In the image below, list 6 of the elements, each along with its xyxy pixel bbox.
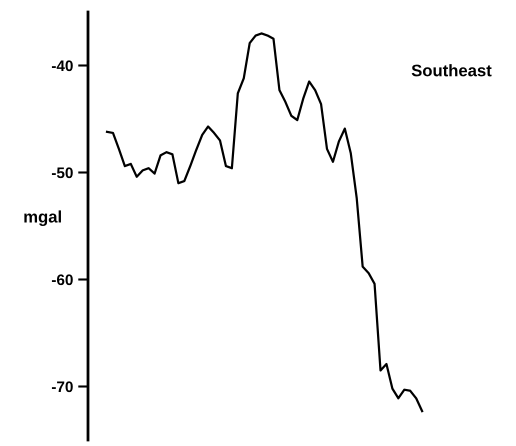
y-tick-label: -40 — [52, 60, 73, 72]
y-tick-label: -60 — [52, 274, 73, 286]
y-axis-title: mgal — [24, 210, 61, 226]
y-tick-label: -70 — [52, 381, 73, 392]
y-tick-label: -50 — [52, 167, 73, 178]
annotation: Southeast — [412, 64, 492, 76]
